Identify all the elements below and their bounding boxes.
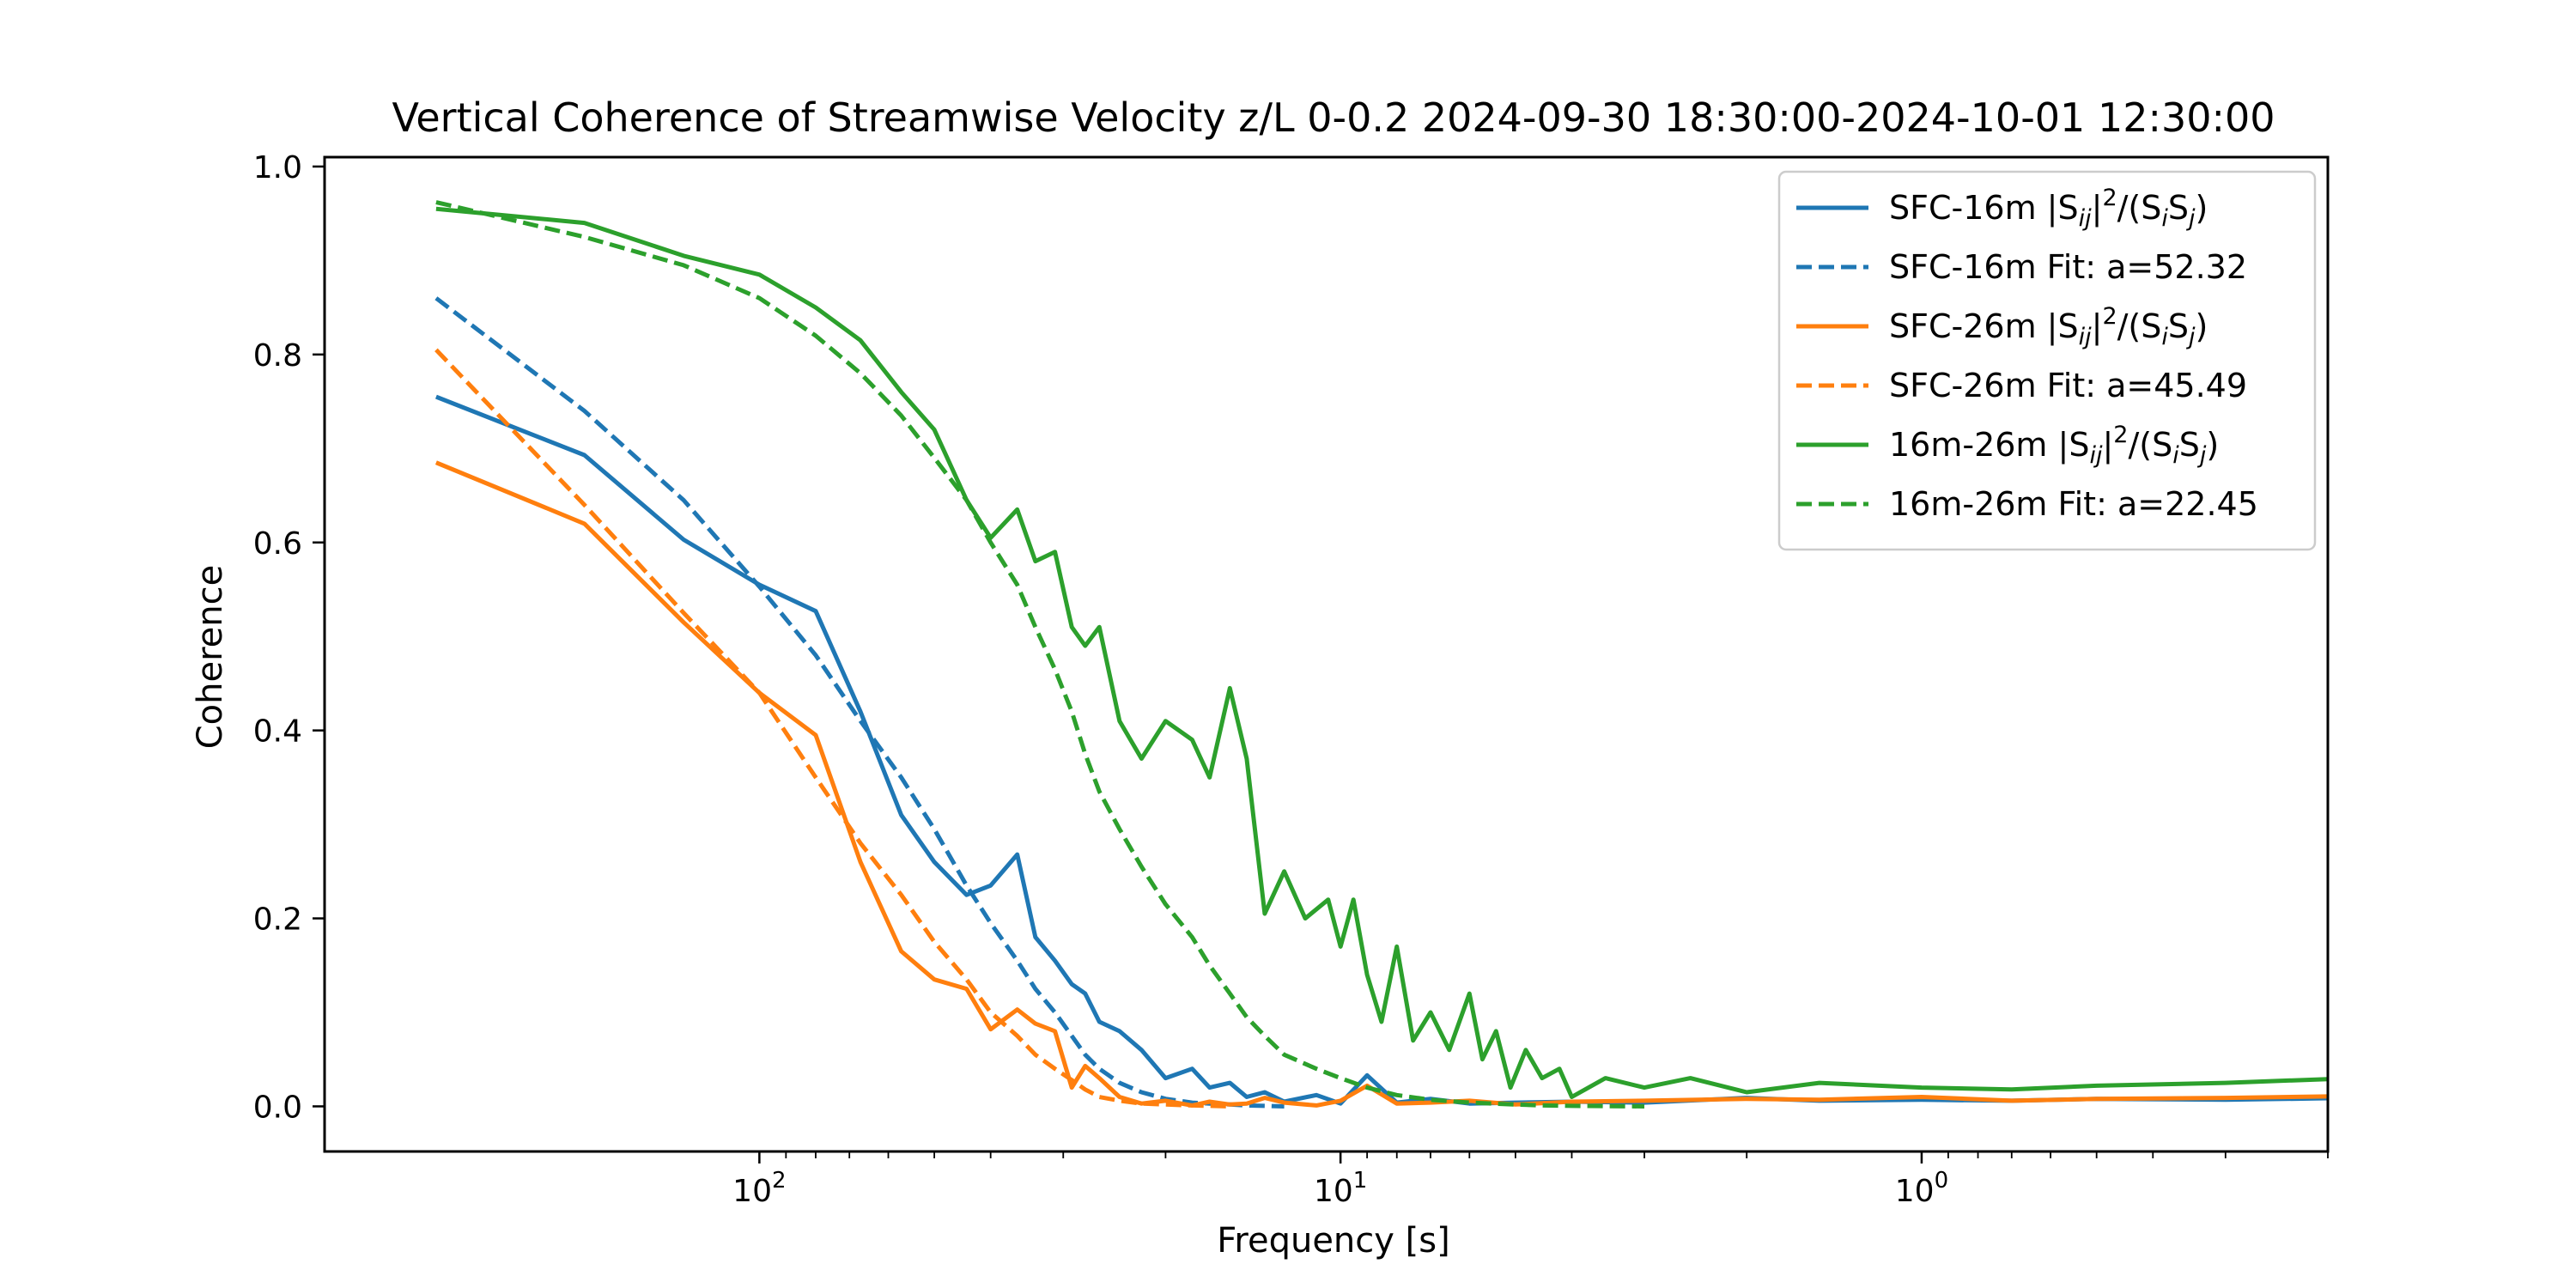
legend-label: SFC-16m Fit: a=52.32 <box>1889 248 2247 286</box>
y-tick-label: 0.0 <box>253 1090 302 1125</box>
series-line-5 <box>435 200 1645 1109</box>
plot-frame <box>323 155 2330 1153</box>
plot-series <box>434 200 2328 1109</box>
y-tick-label: 0.4 <box>253 714 302 750</box>
x-tick-label: 102 <box>732 1168 786 1209</box>
legend-label: SFC-16m |Sij|2/(SiSj) <box>1889 185 2208 232</box>
legend-label: SFC-26m Fit: a=45.49 <box>1889 367 2247 404</box>
legend-label: SFC-26m |Sij|2/(SiSj) <box>1889 303 2208 350</box>
legend: SFC-16m |Sij|2/(SiSj) SFC-16m Fit: a=52.3… <box>1777 170 2317 551</box>
y-tick-label: 1.0 <box>253 150 302 185</box>
legend-label: 16m-26m |Sij|2/(SiSj) <box>1889 422 2219 469</box>
x-axis-label: Frequency [s] <box>1217 1221 1449 1261</box>
x-tick-label: 101 <box>1314 1168 1367 1209</box>
x-axis-ticks: 102 101 100 <box>732 1151 1948 1209</box>
legend-label: 16m-26m Fit: a=22.45 <box>1889 485 2258 523</box>
legend-box <box>1777 170 2317 551</box>
x-tick-label: 100 <box>1895 1168 1948 1209</box>
y-axis-label: Coherence <box>191 565 230 750</box>
y-tick-label: 0.8 <box>253 338 302 374</box>
series-line-3 <box>434 348 1230 1109</box>
chart-title: Vertical Coherence of Streamwise Velocit… <box>392 94 2275 141</box>
y-axis-ticks: 0.0 0.2 0.4 0.6 0.8 1.0 <box>253 150 325 1125</box>
y-tick-label: 0.6 <box>253 526 302 562</box>
series-line-2 <box>434 460 2328 1108</box>
y-tick-label: 0.2 <box>253 902 302 938</box>
